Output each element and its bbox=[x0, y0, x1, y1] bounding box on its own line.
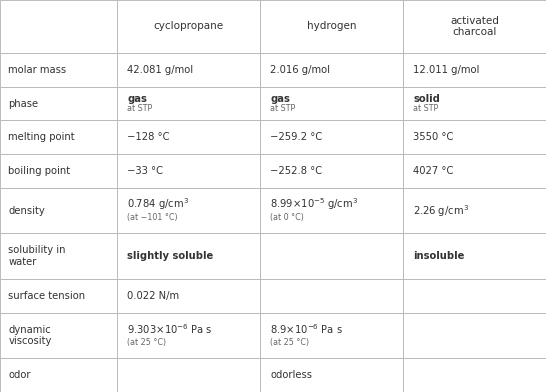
Bar bbox=[403, 120, 546, 154]
Text: 0.022 N/m: 0.022 N/m bbox=[127, 291, 180, 301]
Bar bbox=[403, 313, 546, 358]
Text: 42.081 g/mol: 42.081 g/mol bbox=[127, 65, 193, 75]
Bar bbox=[117, 188, 260, 233]
Text: (at 25 °C): (at 25 °C) bbox=[270, 338, 310, 347]
Bar bbox=[117, 0, 260, 53]
Bar bbox=[0, 120, 117, 154]
Text: 0.784 g/cm$^3$: 0.784 g/cm$^3$ bbox=[127, 196, 189, 212]
Bar bbox=[0, 53, 117, 87]
Text: density: density bbox=[8, 206, 45, 216]
Text: (at 25 °C): (at 25 °C) bbox=[127, 338, 167, 347]
Bar bbox=[403, 233, 546, 279]
Text: cyclopropane: cyclopropane bbox=[154, 22, 224, 31]
Text: solubility in
water: solubility in water bbox=[8, 245, 66, 267]
Bar bbox=[260, 87, 403, 120]
Bar bbox=[260, 358, 403, 392]
Bar bbox=[403, 188, 546, 233]
Text: 4027 °C: 4027 °C bbox=[413, 166, 454, 176]
Text: insoluble: insoluble bbox=[413, 251, 465, 261]
Text: 8.9×10$^{-6}$ Pa s: 8.9×10$^{-6}$ Pa s bbox=[270, 322, 343, 336]
Text: solid: solid bbox=[413, 94, 440, 104]
Bar bbox=[403, 53, 546, 87]
Text: −128 °C: −128 °C bbox=[127, 132, 170, 142]
Bar bbox=[0, 188, 117, 233]
Text: gas: gas bbox=[270, 94, 290, 104]
Bar bbox=[403, 154, 546, 188]
Bar bbox=[260, 0, 403, 53]
Text: surface tension: surface tension bbox=[8, 291, 85, 301]
Text: 12.011 g/mol: 12.011 g/mol bbox=[413, 65, 480, 75]
Bar bbox=[0, 233, 117, 279]
Text: (at 0 °C): (at 0 °C) bbox=[270, 213, 304, 222]
Text: dynamic
viscosity: dynamic viscosity bbox=[8, 325, 51, 346]
Bar bbox=[117, 233, 260, 279]
Bar bbox=[0, 0, 117, 53]
Text: phase: phase bbox=[8, 98, 38, 109]
Text: activated
charcoal: activated charcoal bbox=[450, 16, 499, 37]
Text: molar mass: molar mass bbox=[8, 65, 67, 75]
Text: at STP: at STP bbox=[127, 104, 153, 113]
Bar bbox=[117, 313, 260, 358]
Text: gas: gas bbox=[127, 94, 147, 104]
Text: 2.016 g/mol: 2.016 g/mol bbox=[270, 65, 330, 75]
Text: 9.303×10$^{-6}$ Pa s: 9.303×10$^{-6}$ Pa s bbox=[127, 322, 213, 336]
Text: hydrogen: hydrogen bbox=[307, 22, 357, 31]
Text: −252.8 °C: −252.8 °C bbox=[270, 166, 323, 176]
Bar bbox=[403, 87, 546, 120]
Text: odorless: odorless bbox=[270, 370, 312, 380]
Bar bbox=[0, 279, 117, 313]
Bar bbox=[260, 188, 403, 233]
Bar bbox=[117, 87, 260, 120]
Text: 8.99×10$^{-5}$ g/cm$^3$: 8.99×10$^{-5}$ g/cm$^3$ bbox=[270, 196, 359, 212]
Text: at STP: at STP bbox=[413, 104, 439, 113]
Bar bbox=[260, 120, 403, 154]
Bar bbox=[117, 53, 260, 87]
Text: −259.2 °C: −259.2 °C bbox=[270, 132, 323, 142]
Bar bbox=[117, 279, 260, 313]
Bar bbox=[403, 279, 546, 313]
Text: (at −101 °C): (at −101 °C) bbox=[127, 213, 178, 222]
Bar bbox=[117, 358, 260, 392]
Text: odor: odor bbox=[8, 370, 31, 380]
Text: 3550 °C: 3550 °C bbox=[413, 132, 454, 142]
Bar bbox=[403, 358, 546, 392]
Bar bbox=[0, 313, 117, 358]
Bar bbox=[117, 120, 260, 154]
Bar bbox=[260, 313, 403, 358]
Bar bbox=[403, 0, 546, 53]
Text: boiling point: boiling point bbox=[8, 166, 70, 176]
Bar bbox=[260, 53, 403, 87]
Bar bbox=[260, 279, 403, 313]
Bar bbox=[260, 154, 403, 188]
Bar bbox=[0, 154, 117, 188]
Bar bbox=[117, 154, 260, 188]
Text: melting point: melting point bbox=[8, 132, 75, 142]
Bar bbox=[0, 358, 117, 392]
Text: slightly soluble: slightly soluble bbox=[127, 251, 213, 261]
Bar bbox=[260, 233, 403, 279]
Text: −33 °C: −33 °C bbox=[127, 166, 163, 176]
Bar bbox=[0, 87, 117, 120]
Text: at STP: at STP bbox=[270, 104, 296, 113]
Text: 2.26 g/cm$^3$: 2.26 g/cm$^3$ bbox=[413, 203, 470, 219]
